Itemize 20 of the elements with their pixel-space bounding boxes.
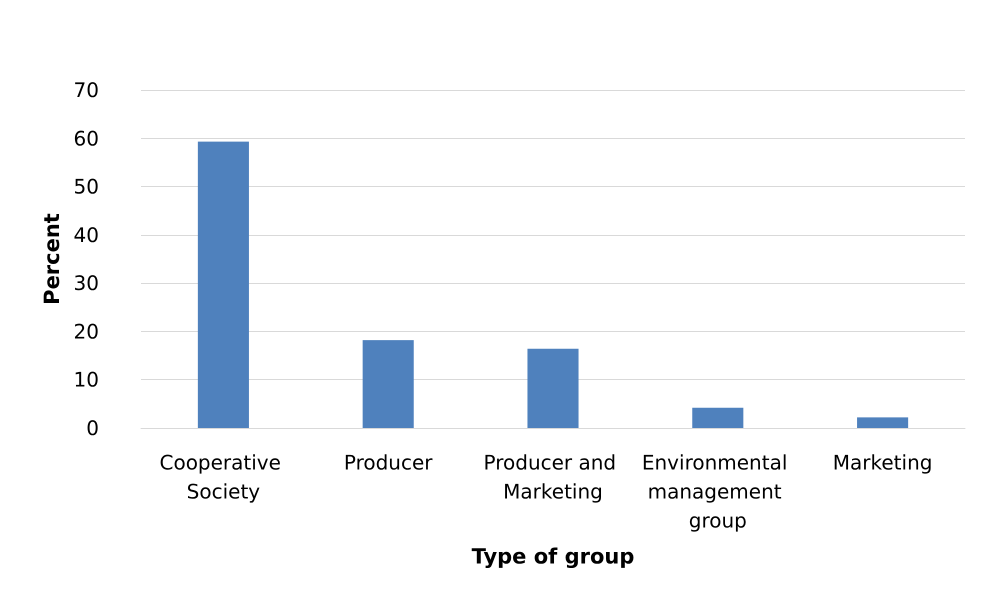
- bar: [857, 417, 908, 428]
- y-tick-label: 20: [74, 319, 99, 344]
- y-tick-label: 0: [86, 416, 99, 440]
- y-tick-label: 30: [74, 271, 99, 296]
- y-tick-label: 60: [74, 126, 99, 150]
- y-tick-label: 70: [74, 78, 99, 102]
- y-axis-title: Percent: [40, 213, 64, 305]
- bar: [362, 340, 414, 428]
- x-tick-label: Marketing: [832, 450, 932, 474]
- bar: [527, 348, 579, 428]
- y-tick-label: 40: [74, 222, 99, 247]
- x-tick-label: Producer and Marketing: [484, 450, 622, 504]
- y-tick-label: 10: [74, 368, 99, 392]
- x-tick-label: Cooperative Society: [159, 450, 288, 504]
- x-tick-label: Environmental management group: [642, 450, 794, 532]
- x-axis-title: Type of group: [472, 544, 634, 568]
- bar: [198, 142, 249, 428]
- y-tick-label: 50: [74, 174, 99, 199]
- x-tick-label: Producer: [344, 450, 434, 474]
- bar: [692, 408, 744, 428]
